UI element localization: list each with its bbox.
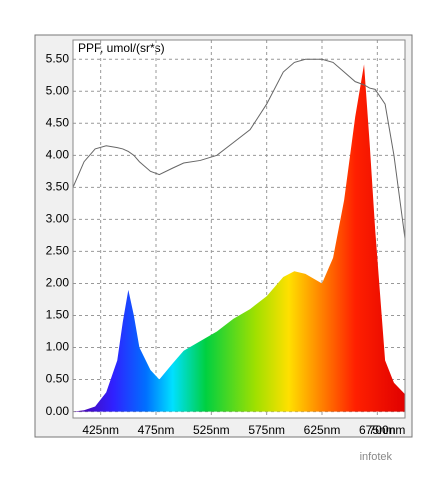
x-tick-label: 675nm	[359, 423, 396, 437]
y-tick-label: 2.00	[46, 276, 70, 290]
x-tick-label: 425nm	[82, 423, 119, 437]
watermark: infotek	[360, 451, 393, 463]
x-tick-label: 625nm	[304, 423, 341, 437]
y-axis-title: PPF, umol/(sr*s)	[78, 41, 165, 55]
x-tick-label: 525nm	[193, 423, 230, 437]
y-tick-label: 3.50	[46, 180, 70, 194]
x-tick-label: 575nm	[248, 423, 285, 437]
y-tick-label: 4.00	[46, 147, 70, 161]
y-tick-label: 0.00	[46, 404, 70, 418]
x-tick-label: 700nm	[369, 423, 406, 437]
y-tick-label: 2.50	[46, 244, 70, 258]
spectrum-area	[73, 64, 405, 412]
y-tick-label: 0.50	[46, 372, 70, 386]
y-tick-label: 1.00	[46, 340, 70, 354]
plot-border	[72, 39, 406, 419]
y-tick-label: 5.50	[46, 51, 70, 65]
reference-line	[72, 58, 406, 239]
y-tick-label: 4.50	[46, 115, 70, 129]
x-tick-label: 475nm	[138, 423, 175, 437]
y-tick-label: 3.00	[46, 212, 70, 226]
y-tick-label: 5.00	[46, 83, 70, 97]
y-tick-label: 1.50	[46, 308, 70, 322]
